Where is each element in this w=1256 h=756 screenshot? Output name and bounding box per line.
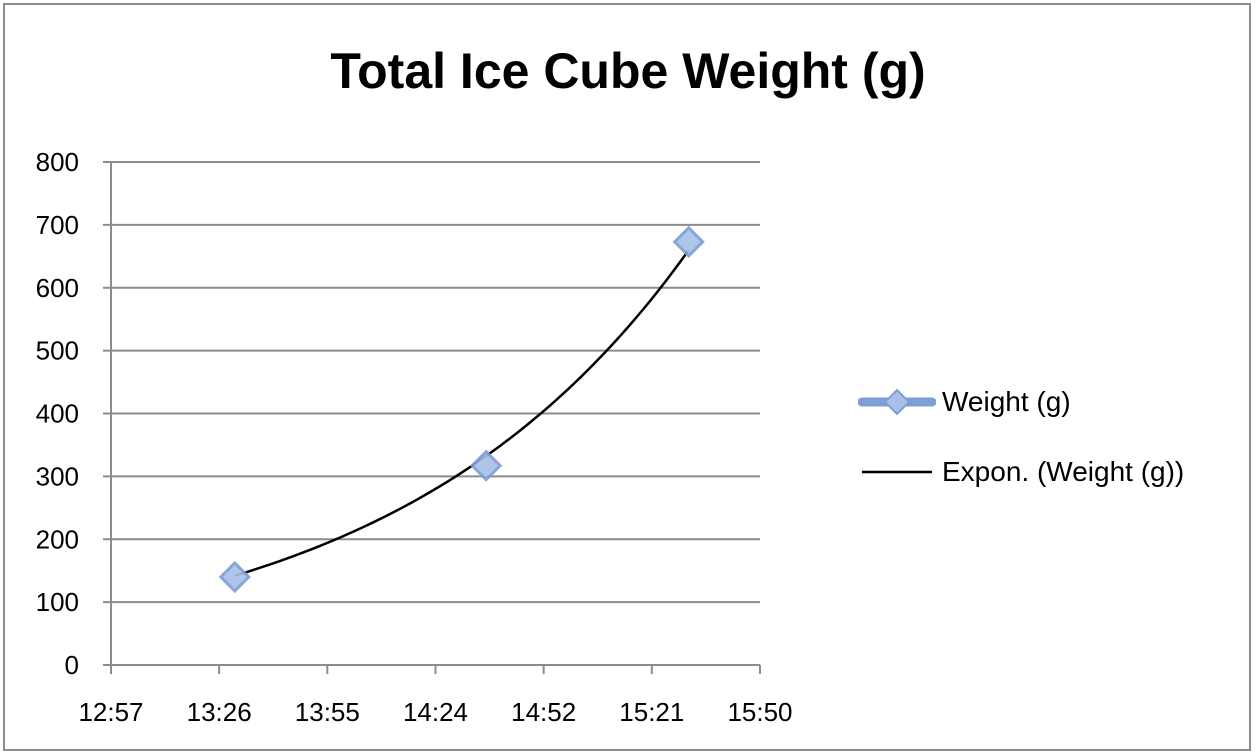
trendline <box>234 249 690 577</box>
legend-label-weight: Weight (g) <box>942 386 1071 417</box>
diamond-marker-icon <box>858 388 936 416</box>
x-tick-label: 15:50 <box>727 697 792 727</box>
x-tick-label: 12:57 <box>78 697 143 727</box>
x-tick-label: 15:21 <box>619 697 684 727</box>
data-point-3[interactable] <box>672 225 705 258</box>
y-tick-label: 400 <box>36 399 79 429</box>
x-tick-labels: 12:57 13:26 13:55 14:24 14:52 15:21 15:50 <box>78 697 792 727</box>
chart-frame <box>3 3 1251 751</box>
data-point-2[interactable] <box>470 449 503 482</box>
legend-item-trend[interactable]: Expon. (Weight (g)) <box>858 452 1184 492</box>
legend-label-trend: Expon. (Weight (g)) <box>942 456 1185 487</box>
axes <box>103 161 761 674</box>
gridlines <box>111 161 760 604</box>
y-tick-label: 0 <box>65 650 79 680</box>
y-tick-label: 200 <box>36 524 79 554</box>
x-tick-label: 13:26 <box>187 697 252 727</box>
y-tick-label: 100 <box>36 587 79 617</box>
chart-title: Total Ice Cube Weight (g) <box>330 43 926 99</box>
x-tick-label: 14:52 <box>511 697 576 727</box>
y-tick-label: 700 <box>36 210 79 240</box>
line-icon <box>862 470 932 474</box>
markers-layer <box>218 225 705 594</box>
y-tick-label: 600 <box>36 273 79 303</box>
y-tick-label: 800 <box>36 147 79 177</box>
legend-item-weight[interactable]: Weight (g) <box>858 382 1071 422</box>
trendline-layer <box>234 249 690 577</box>
x-tick-label: 14:24 <box>403 697 468 727</box>
y-tick-label: 300 <box>36 461 79 491</box>
data-point-1[interactable] <box>218 560 251 594</box>
y-tick-label: 500 <box>36 336 79 366</box>
y-tick-labels: 0 100 200 300 400 500 600 700 800 <box>36 147 79 680</box>
x-tick-label: 13:55 <box>295 697 360 727</box>
